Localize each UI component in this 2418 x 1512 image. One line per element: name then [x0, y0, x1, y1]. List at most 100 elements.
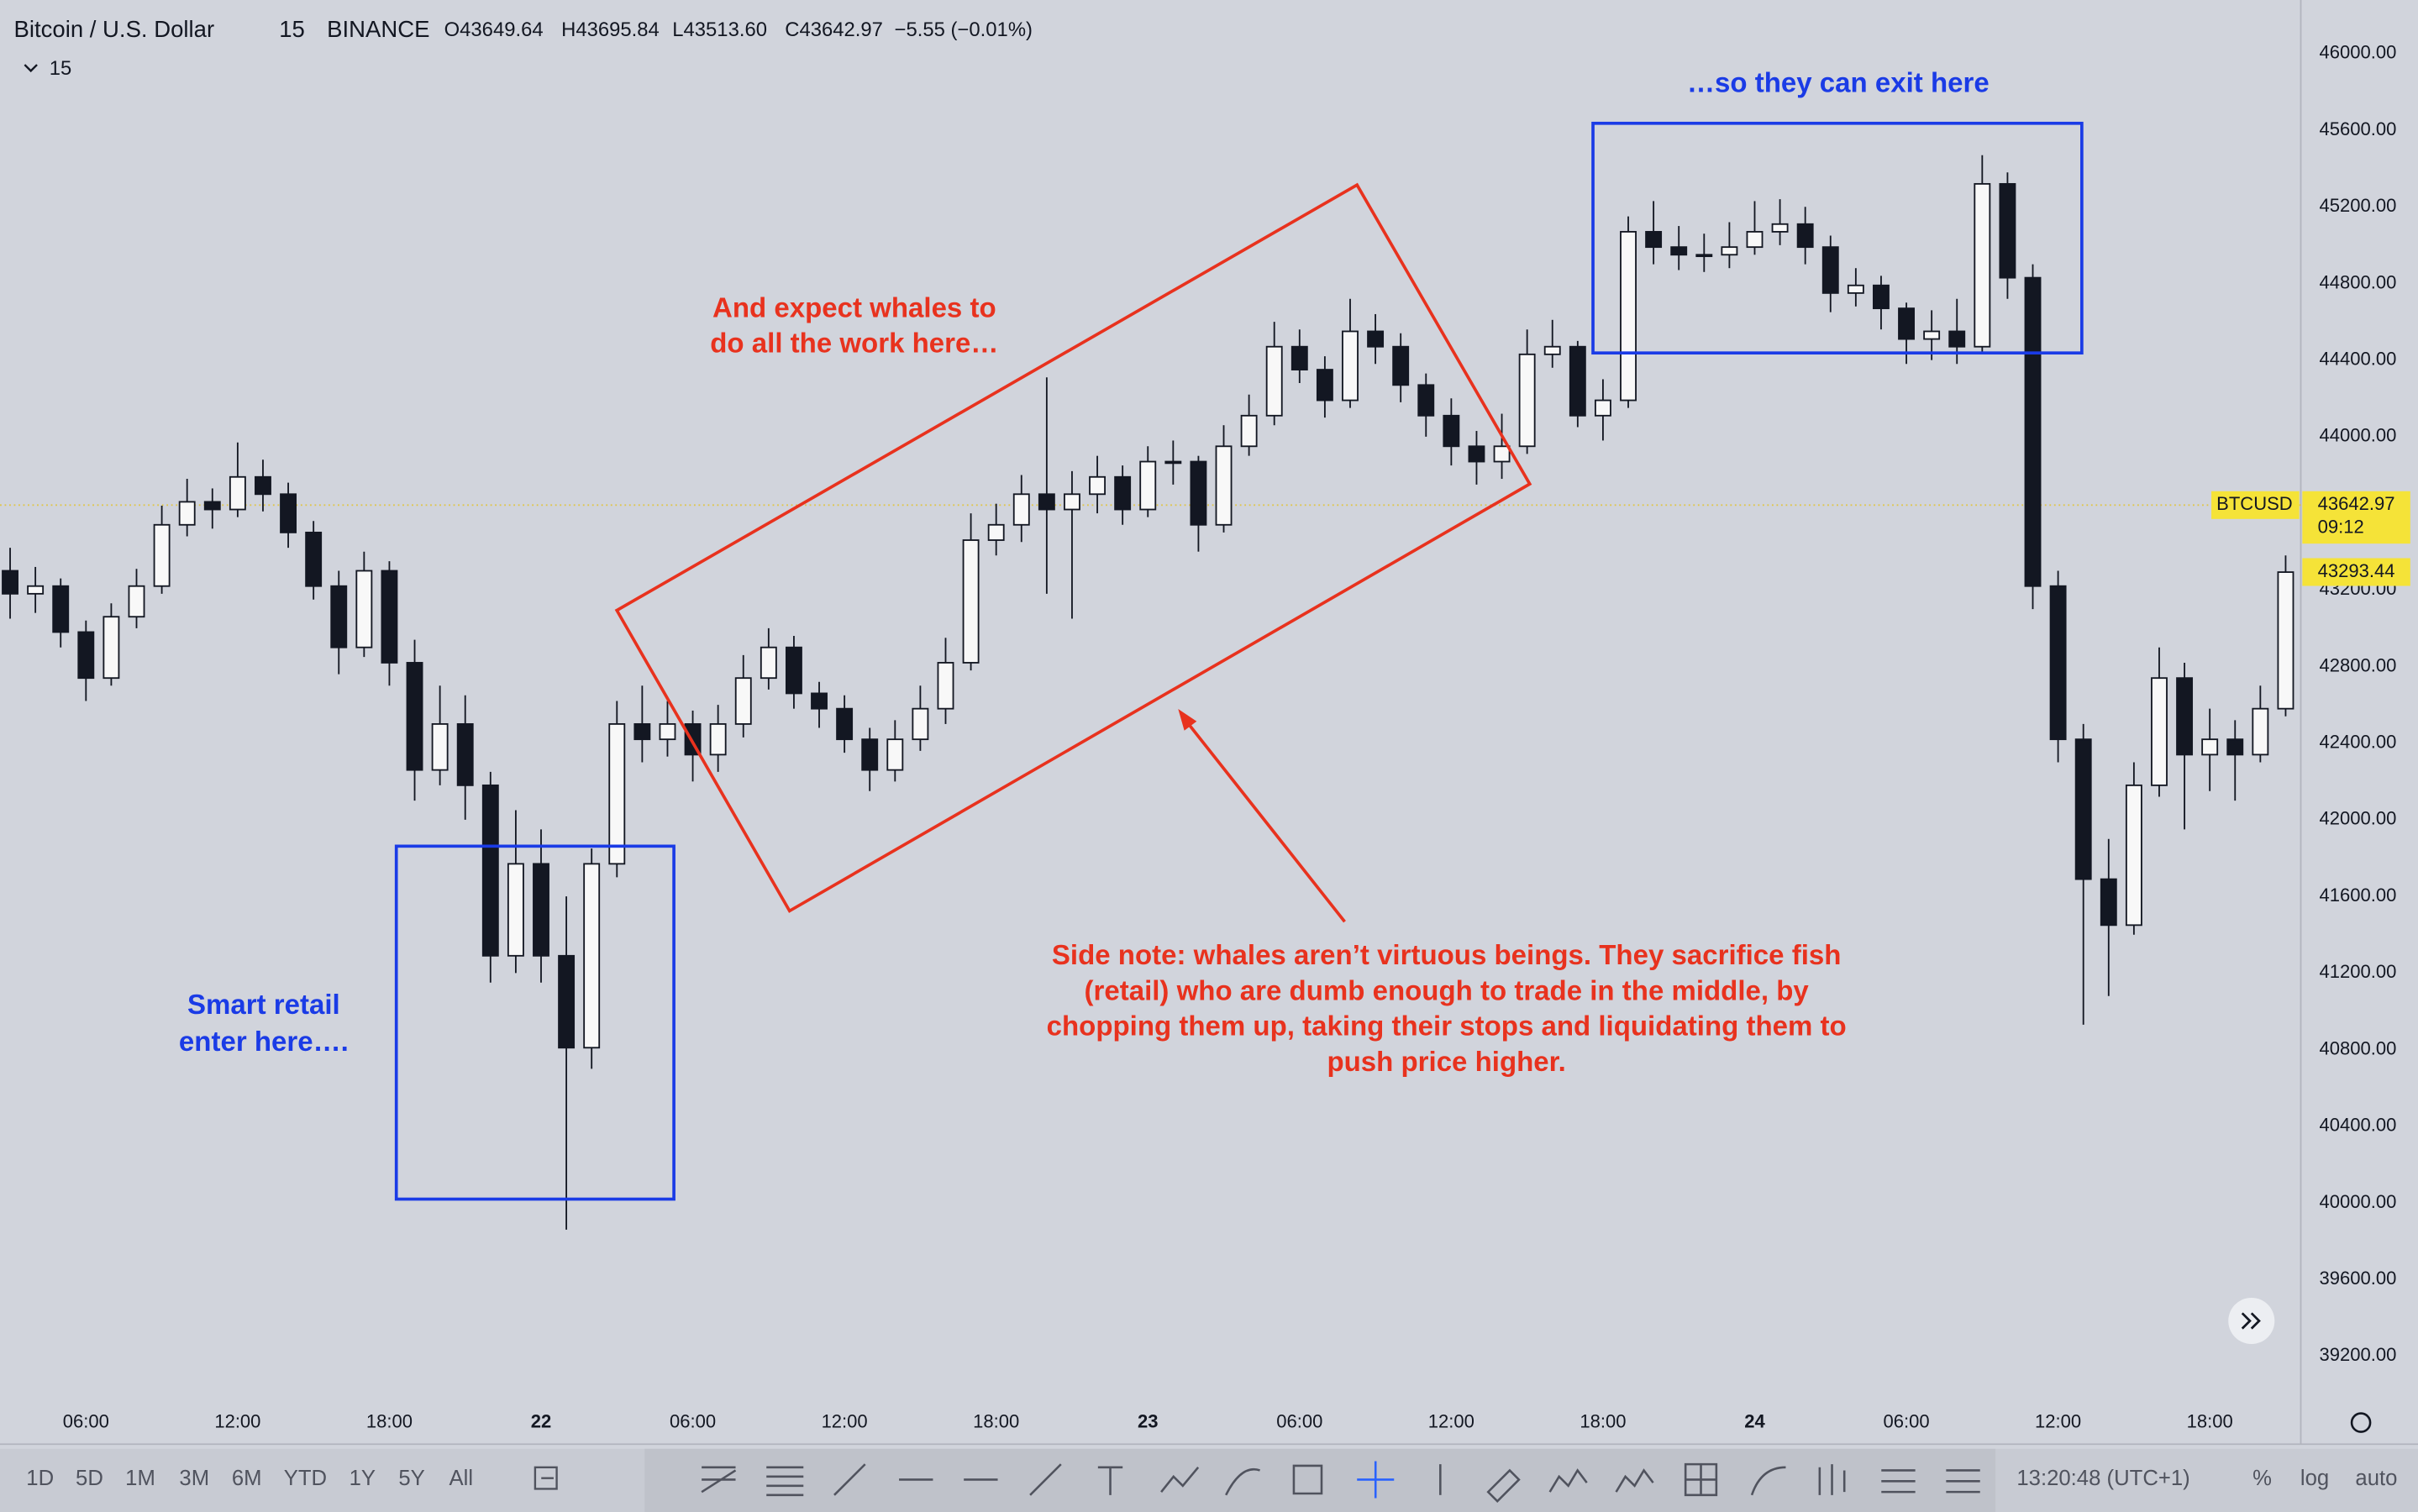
- tool-icon[interactable]: [1097, 1466, 1123, 1495]
- candle-body: [836, 707, 854, 741]
- settings-icon[interactable]: [2350, 1412, 2372, 1433]
- candle-body: [1164, 460, 1182, 465]
- range-button[interactable]: 1M: [125, 1467, 155, 1490]
- tool-icon[interactable]: [701, 1466, 737, 1494]
- candle-body: [1290, 345, 1308, 370]
- candle-body: [1543, 345, 1561, 355]
- candle-body: [659, 722, 676, 741]
- candle-body: [203, 501, 221, 511]
- candle-body: [1367, 330, 1385, 348]
- range-button[interactable]: 5D: [76, 1467, 103, 1490]
- price-tag-label: 43642.97: [2318, 493, 2395, 514]
- interval-menu[interactable]: 15: [50, 57, 72, 80]
- x-tick-label: 18:00: [973, 1410, 1019, 1431]
- x-tick-label: 06:00: [670, 1410, 716, 1431]
- tool-icon[interactable]: [1292, 1464, 1323, 1495]
- drawing-tools: [701, 1461, 1980, 1503]
- tool-icon[interactable]: [1684, 1462, 1718, 1497]
- y-tick-label: 42400.00: [2320, 732, 2397, 753]
- range-button[interactable]: 3M: [179, 1467, 209, 1490]
- scroll-icon: [2241, 1312, 2261, 1330]
- candle-body: [1974, 182, 1991, 348]
- candle-body: [2, 570, 18, 595]
- candle-body: [785, 646, 802, 695]
- candle-body: [2176, 677, 2194, 756]
- tool-icon[interactable]: [1160, 1466, 1200, 1493]
- candle-body: [2252, 707, 2269, 756]
- candle-body: [128, 585, 145, 618]
- tool-icon[interactable]: [1357, 1461, 1395, 1499]
- x-tick-label: 06:00: [1276, 1410, 1322, 1431]
- candle-body: [1594, 399, 1611, 417]
- goto-icon[interactable]: [534, 1466, 558, 1490]
- exchange: BINANCE: [327, 16, 429, 42]
- range-button[interactable]: 1D: [26, 1467, 54, 1490]
- x-tick-label: 22: [531, 1410, 552, 1431]
- range-button[interactable]: 5Y: [398, 1467, 424, 1490]
- x-tick-label: 12:00: [2035, 1410, 2081, 1431]
- range-button[interactable]: 6M: [232, 1467, 262, 1490]
- candle-body: [280, 493, 297, 533]
- candle-body: [583, 863, 601, 1049]
- candle-body: [27, 585, 45, 595]
- symbol: Bitcoin / U.S. Dollar: [14, 16, 215, 42]
- collapse-icon[interactable]: [24, 64, 38, 73]
- y-tick-label: 42800.00: [2320, 654, 2397, 675]
- candle-body: [1873, 284, 1890, 310]
- tool-icon[interactable]: [833, 1463, 866, 1496]
- log-toggle[interactable]: log: [2300, 1467, 2329, 1490]
- auto-toggle[interactable]: auto: [2355, 1467, 2397, 1490]
- tool-icon[interactable]: [1486, 1468, 1521, 1503]
- candle-body: [406, 662, 423, 771]
- tool-icon[interactable]: [1615, 1468, 1654, 1493]
- candle-body: [1695, 254, 1713, 258]
- candle-body: [1493, 445, 1511, 463]
- annotation-arrow: [1181, 716, 1346, 923]
- candle-body: [886, 738, 904, 771]
- tool-icon[interactable]: [766, 1466, 804, 1497]
- tool-icon[interactable]: [1946, 1469, 1980, 1494]
- tool-icon[interactable]: [1818, 1464, 1846, 1495]
- range-button[interactable]: 1Y: [350, 1467, 376, 1490]
- tool-icon[interactable]: [1548, 1468, 1588, 1493]
- candle-body: [1620, 230, 1637, 402]
- last-price-label: 43293.44: [2318, 560, 2395, 581]
- candle-body: [2049, 585, 2067, 741]
- candle-body: [1898, 307, 1915, 340]
- symbol-tag-label: BTCUSD: [2216, 493, 2293, 514]
- candle-body: [1999, 182, 2016, 279]
- annotation-text: Smart retail: [187, 989, 340, 1020]
- candle-body: [861, 738, 879, 771]
- candle-body: [533, 863, 549, 957]
- candle-body: [760, 646, 777, 680]
- countdown-label: 09:12: [2318, 517, 2364, 538]
- tool-icon[interactable]: [1881, 1469, 1916, 1494]
- candle-body: [153, 523, 171, 587]
- range-button[interactable]: YTD: [284, 1467, 327, 1490]
- x-tick-label: 06:00: [1883, 1410, 1929, 1431]
- candle-body: [431, 722, 449, 771]
- candle-body: [1645, 230, 1663, 249]
- candle-body: [734, 677, 752, 725]
- tool-icon[interactable]: [1029, 1463, 1062, 1496]
- percent-toggle[interactable]: %: [2252, 1467, 2272, 1490]
- x-tick-label: 12:00: [1428, 1410, 1474, 1431]
- candle-body: [558, 954, 576, 1049]
- candle-body: [1796, 223, 1814, 249]
- candle-body: [330, 585, 348, 648]
- tool-icon[interactable]: [1750, 1466, 1786, 1496]
- tool-icon[interactable]: [1225, 1468, 1260, 1496]
- ohlc-high: H43695.84: [561, 18, 660, 41]
- y-tick-label: 40800.00: [2320, 1037, 2397, 1058]
- price-tag: [2302, 491, 2410, 544]
- candle-body: [1240, 414, 1258, 448]
- x-tick-label: 23: [1138, 1410, 1159, 1431]
- candle-body: [2151, 677, 2168, 786]
- ohlc-close: C43642.97: [785, 18, 883, 41]
- x-tick-label: 18:00: [1580, 1410, 1626, 1431]
- range-button[interactable]: All: [449, 1467, 474, 1490]
- x-tick-label: 18:00: [2187, 1410, 2233, 1431]
- candle-body: [103, 616, 120, 680]
